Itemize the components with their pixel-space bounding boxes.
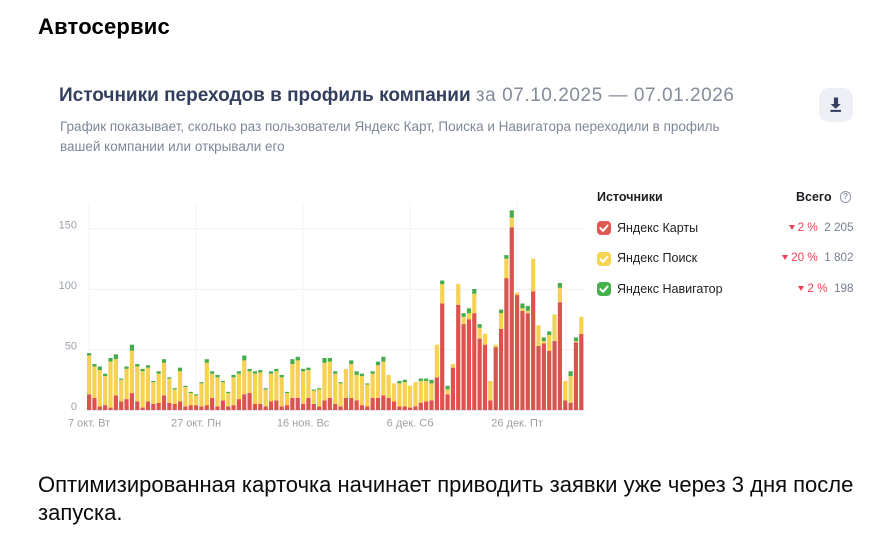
svg-text:6 дек. Сб: 6 дек. Сб [387, 418, 434, 430]
svg-text:27 окт. Пн: 27 окт. Пн [171, 418, 221, 430]
svg-text:7 окт. Вт: 7 окт. Вт [68, 418, 110, 430]
svg-text:26 дек. Пт: 26 дек. Пт [491, 418, 543, 430]
svg-text:0: 0 [71, 401, 77, 413]
svg-text:50: 50 [65, 341, 77, 353]
svg-text:100: 100 [59, 280, 77, 292]
svg-text:150: 150 [59, 220, 77, 232]
svg-text:16 ноя. Вс: 16 ноя. Вс [277, 418, 330, 430]
